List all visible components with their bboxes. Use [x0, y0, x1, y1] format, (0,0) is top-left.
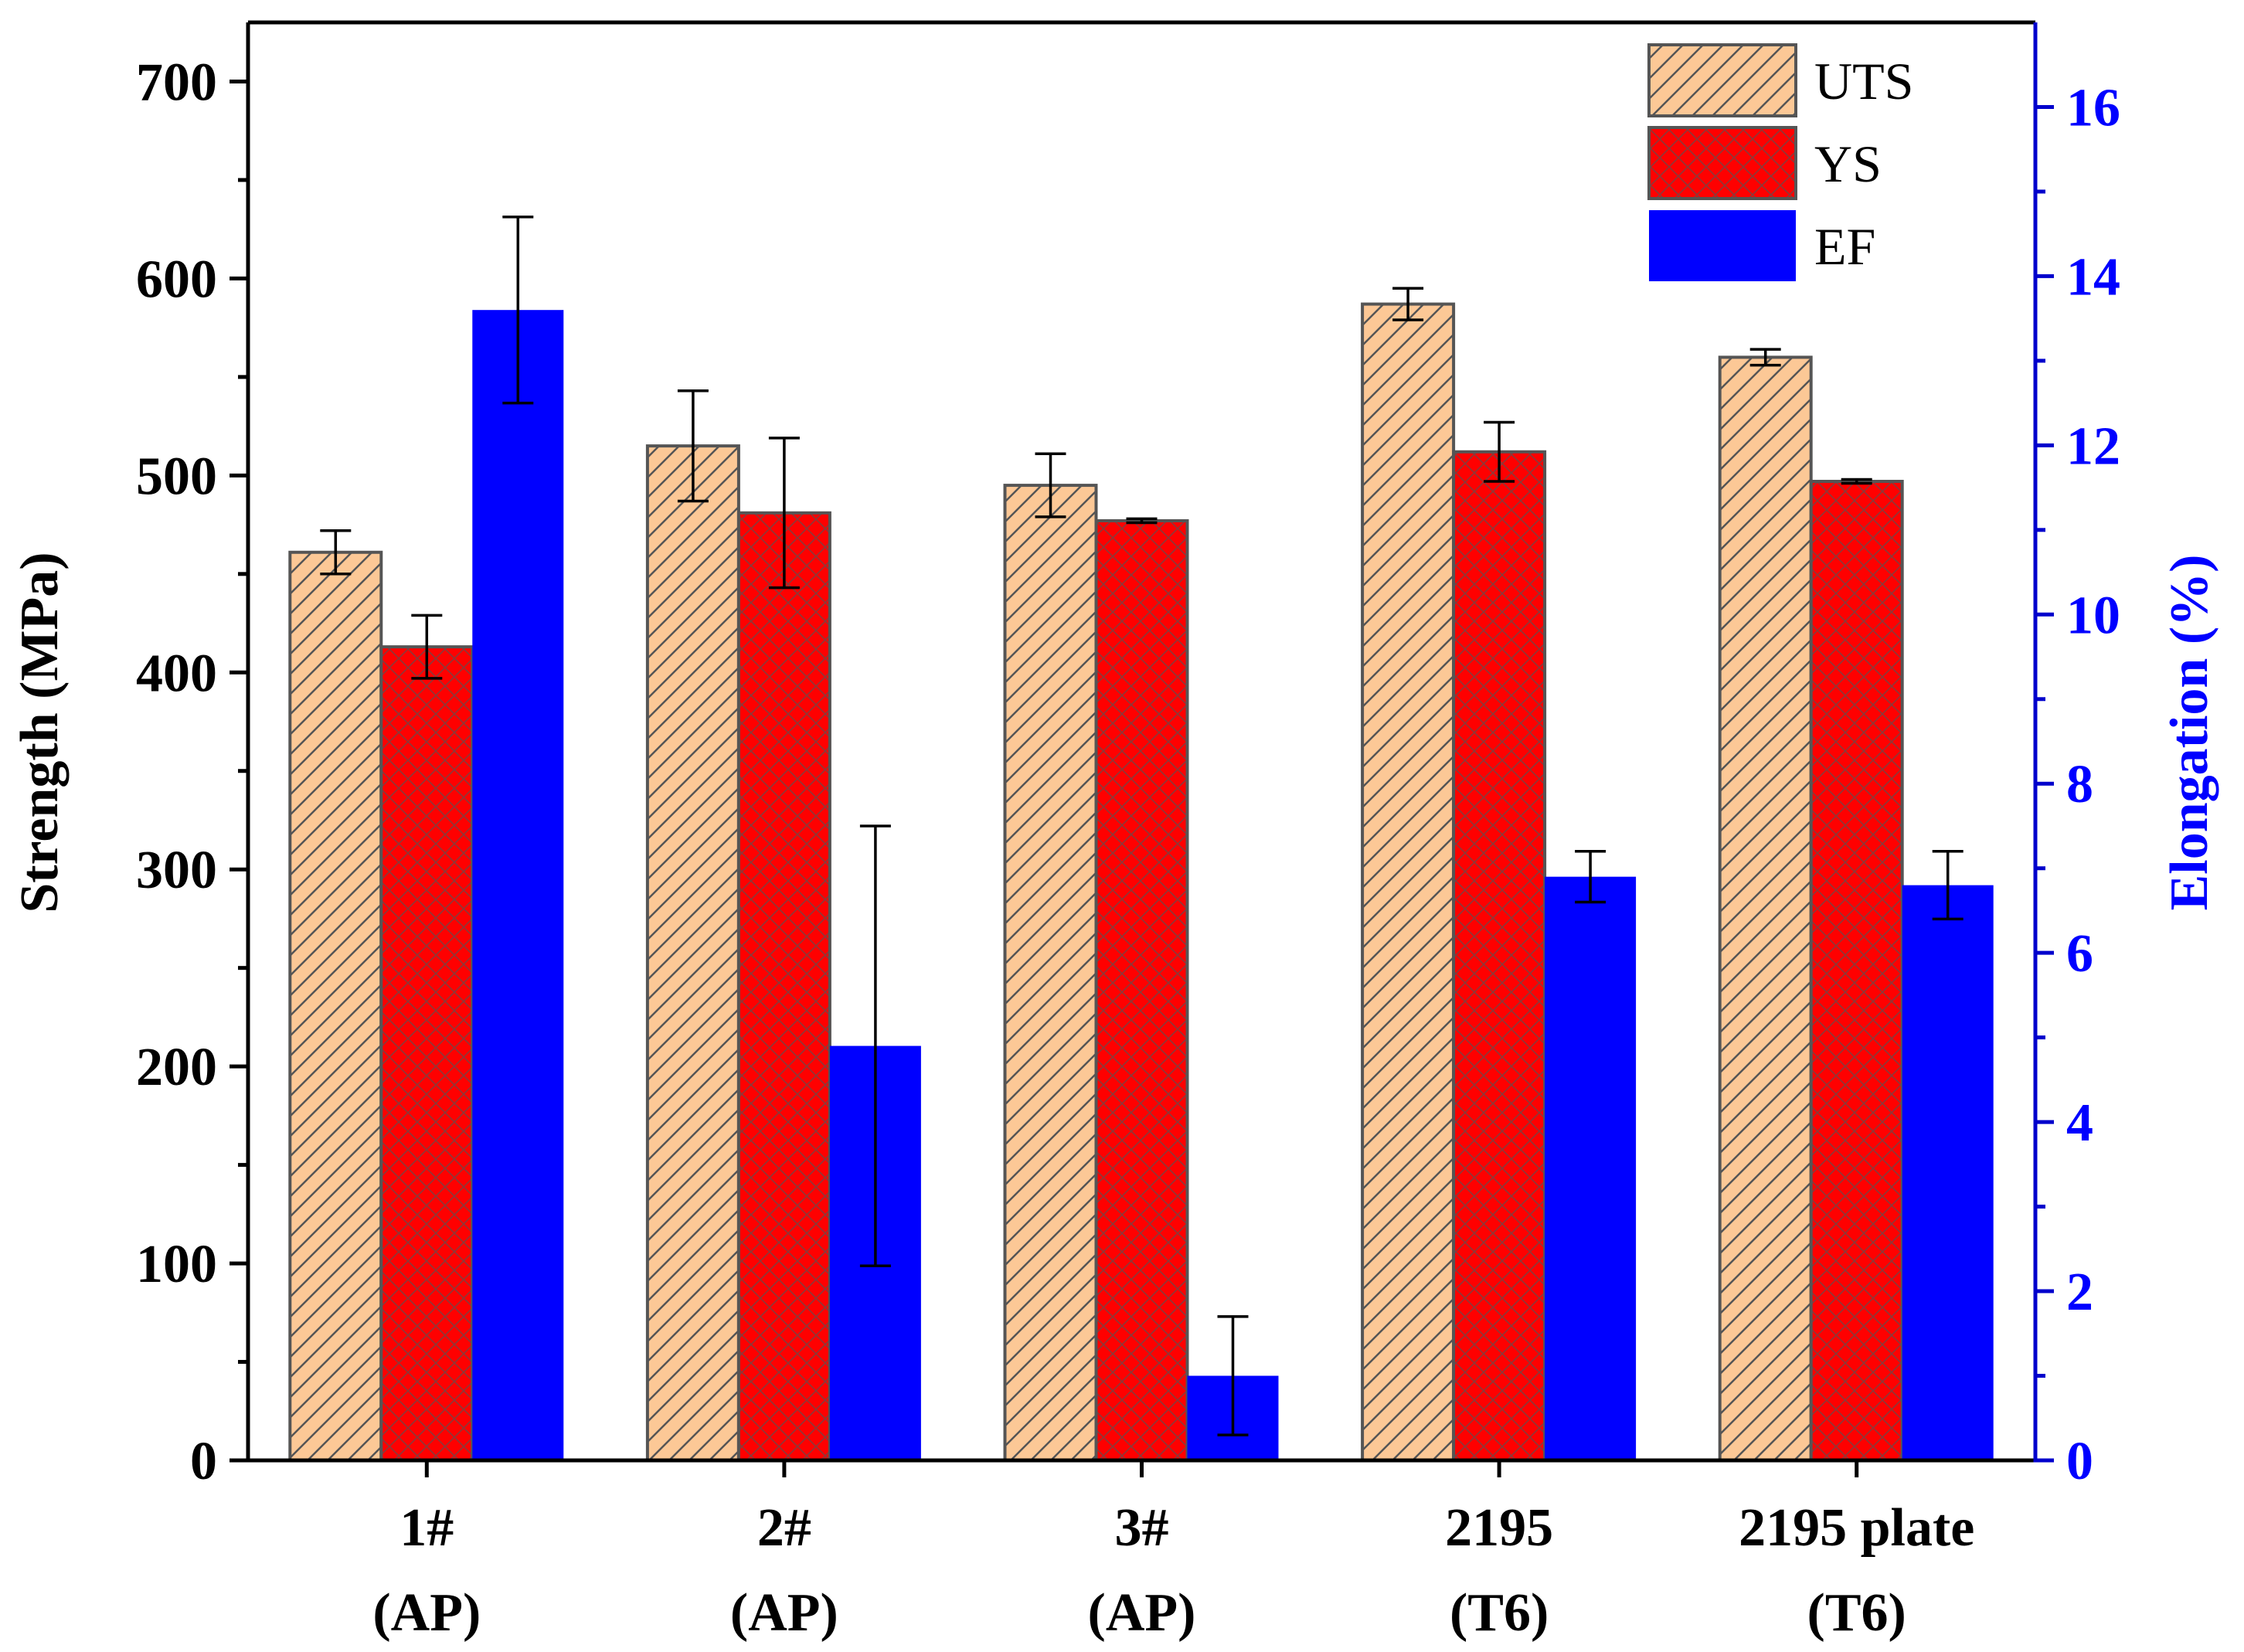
bar-ys-4 [1809, 479, 1904, 1463]
y2-tick-label-2: 4 [2066, 1093, 2093, 1153]
legend-swatch-ef [1649, 210, 1796, 281]
y-tick-label-5: 500 [136, 447, 217, 506]
category-label-line1-1: 2# [757, 1498, 811, 1558]
bar-uts-2 [1003, 484, 1098, 1463]
y-tick-label-4: 400 [136, 644, 217, 703]
y2-tick-label-8: 16 [2066, 78, 2120, 138]
category-label-line1-3: 2195 [1445, 1498, 1553, 1558]
error-bars [320, 216, 1964, 1436]
bar-ys-1 [736, 511, 831, 1463]
category-label-line2-3: (T6) [1450, 1583, 1549, 1643]
legend-swatch-ys [1647, 126, 1797, 200]
y2-tick-label-0: 0 [2066, 1432, 2093, 1491]
axes: 0 100 200 300 400 500 600 700 0 2 4 6 8 10 12 14 16 [136, 20, 2120, 1491]
y-tick-label-2: 200 [136, 1038, 217, 1097]
y-tick-label-3: 300 [136, 841, 217, 900]
category-label-line1-0: 1# [400, 1498, 454, 1558]
category-label-line2-2: (AP) [1088, 1583, 1196, 1643]
legend-label-ys: YS [1814, 134, 1882, 193]
y-axis-title: Strength (MPa) [10, 552, 70, 913]
bar-ys-2 [1094, 518, 1189, 1462]
y2-tick-label-7: 14 [2066, 247, 2120, 307]
y-tick-label-0: 0 [190, 1432, 217, 1491]
y-tick-label-6: 600 [136, 250, 217, 309]
y2-tick-label-6: 12 [2066, 416, 2120, 476]
bar-uts-0 [288, 550, 383, 1462]
legend-swatch-uts [1647, 43, 1797, 117]
bar-ys-3 [1452, 450, 1547, 1462]
y-tick-label-7: 700 [136, 53, 217, 112]
y-tick-label-1: 100 [136, 1235, 217, 1294]
bar-ys-0 [379, 645, 474, 1462]
bar-uts-4 [1718, 355, 1813, 1463]
bar-ef-4 [1902, 885, 1994, 1460]
y2-tick-label-3: 6 [2066, 924, 2093, 984]
y2-tick-label-5: 10 [2066, 586, 2120, 645]
legend-label-uts: UTS [1814, 52, 1913, 110]
category-label-line1-2: 3# [1115, 1498, 1169, 1558]
category-label-line2-1: (AP) [730, 1583, 838, 1643]
category-labels: 1# (AP) 2# (AP) 3# (AP) 2195 (T6) 2195 plate (T6) [372, 1498, 1974, 1643]
category-label-line2-0: (AP) [372, 1583, 481, 1643]
y2-axis-title: Elongation (%) [2160, 555, 2219, 911]
category-label-line1-4: 2195 plate [1739, 1498, 1974, 1558]
legend-label-ef: EF [1814, 217, 1875, 276]
bar-uts-1 [645, 444, 740, 1462]
bar-ef-0 [472, 310, 564, 1461]
legend: UTS YS EF [1647, 43, 1913, 281]
bar-uts-3 [1361, 302, 1456, 1463]
category-label-line2-4: (T6) [1807, 1583, 1906, 1643]
y2-tick-label-1: 2 [2066, 1263, 2093, 1322]
y2-tick-label-4: 8 [2066, 755, 2093, 814]
bars [288, 302, 1994, 1463]
bar-ef-3 [1545, 876, 1637, 1460]
